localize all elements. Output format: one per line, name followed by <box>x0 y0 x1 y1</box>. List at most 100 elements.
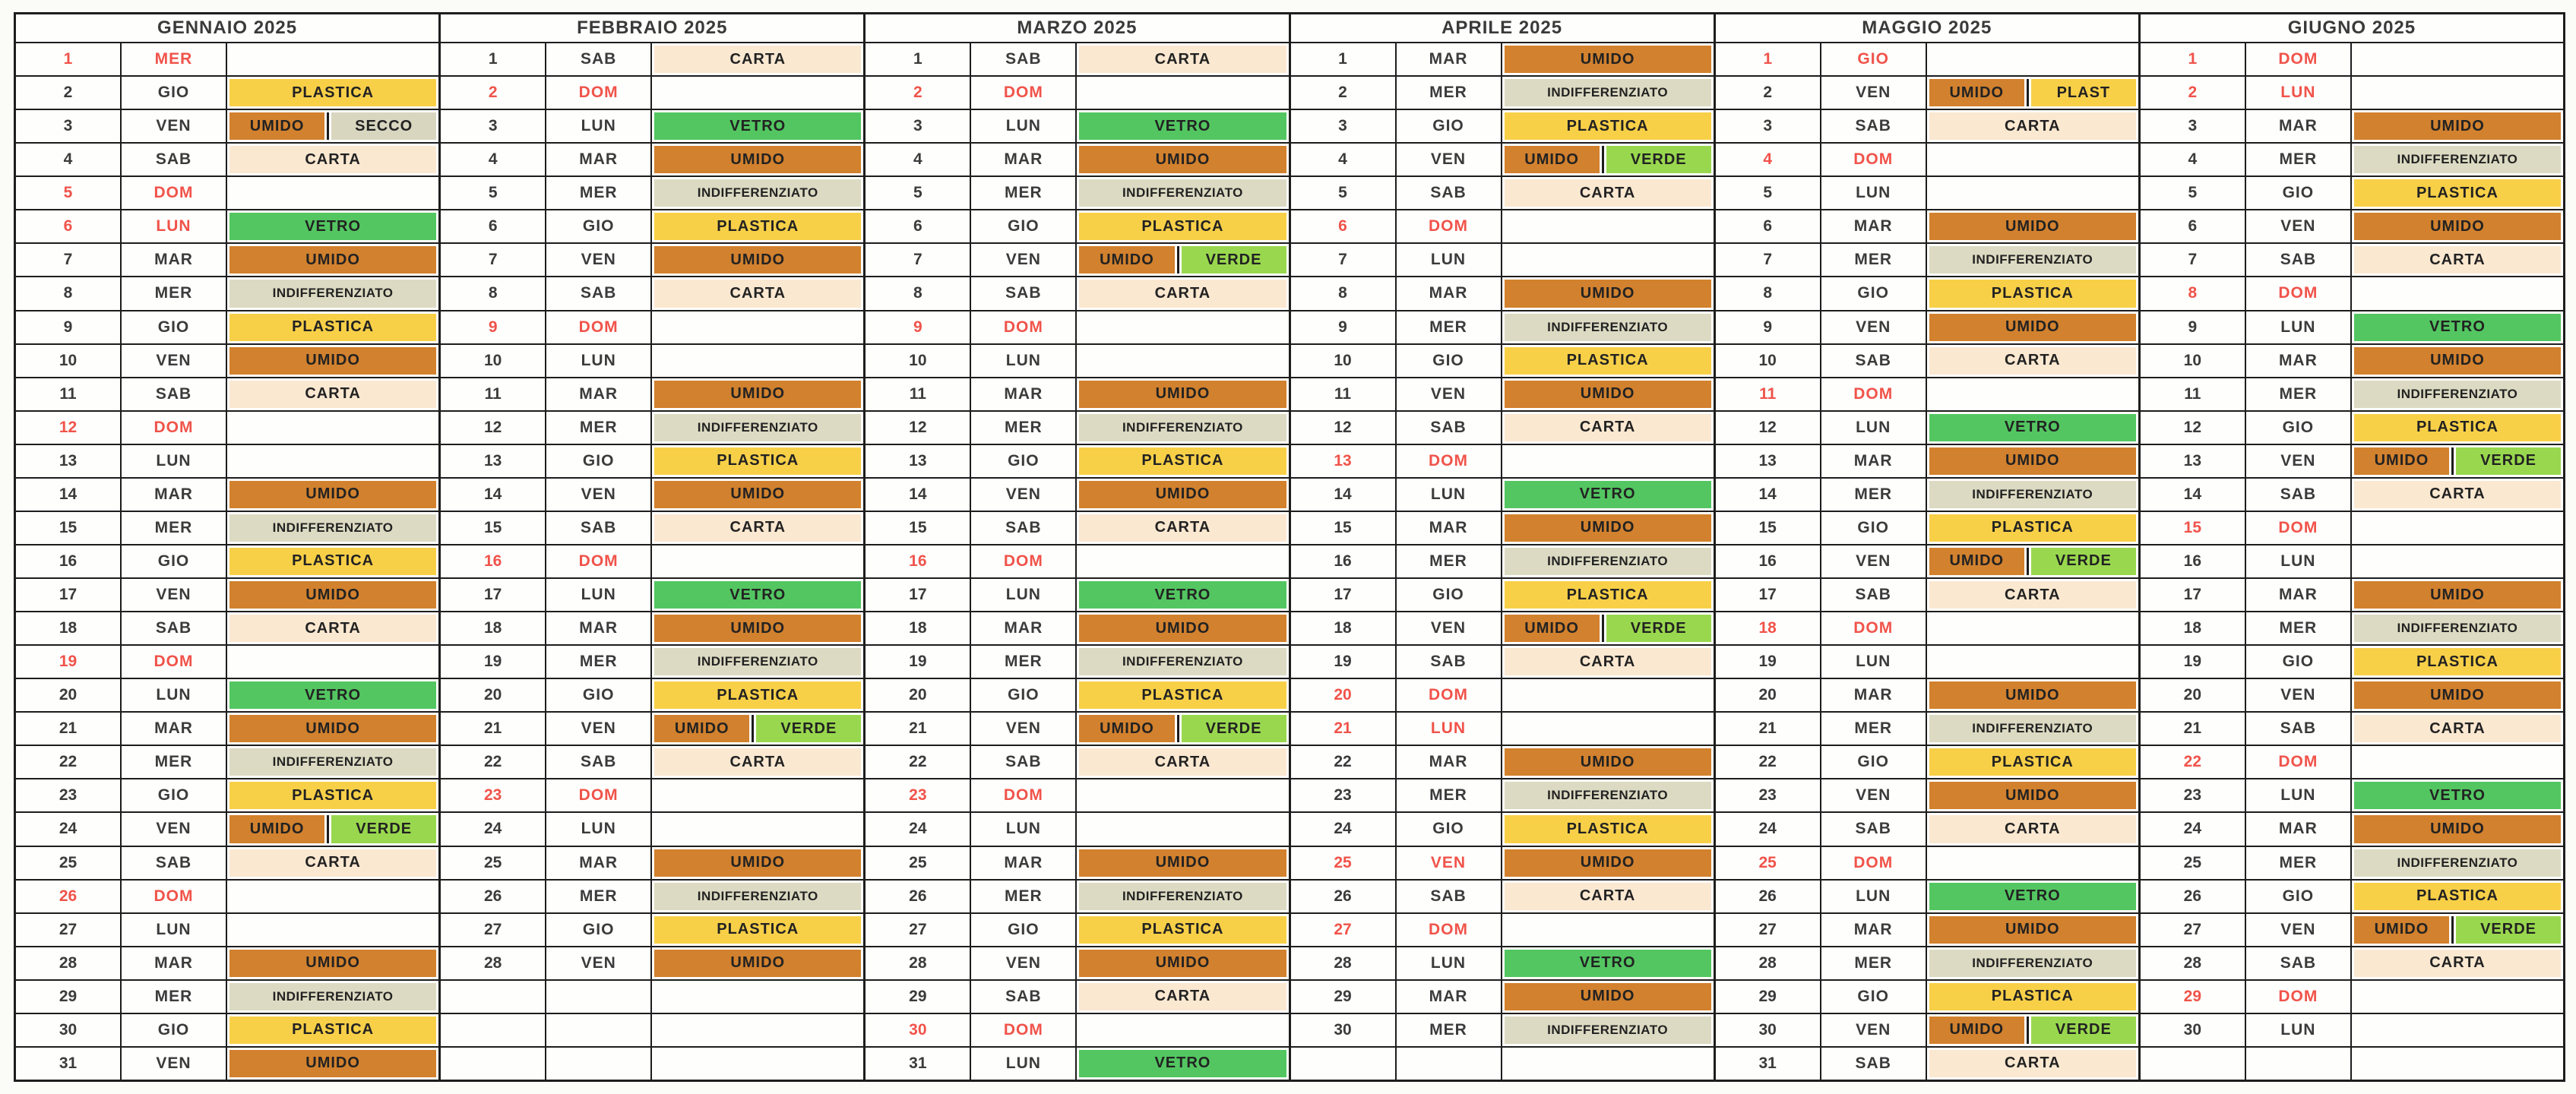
day-number: 5 <box>1716 177 1821 210</box>
day-of-week: SAB <box>1821 1047 1927 1080</box>
waste-cell <box>227 914 438 946</box>
day-number: 20 <box>441 679 547 712</box>
day-of-week: VEN <box>2246 679 2352 712</box>
day-row-giugno-9: 9 LUN VETRO <box>2140 309 2564 343</box>
day-row-marzo-19: 19 MER INDIFFERENZIATO <box>866 644 1289 678</box>
waste-badge-carta: CARTA <box>1929 815 2136 843</box>
waste-cell <box>227 445 438 477</box>
waste-cell <box>1077 1014 1288 1046</box>
day-row-febbraio-empty <box>441 1045 864 1080</box>
day-number: 5 <box>1291 177 1397 210</box>
waste-badge-verde: VERDE <box>2030 1016 2136 1044</box>
day-row-giugno-14: 14 SAB CARTA <box>2140 476 2564 511</box>
waste-cell: UMIDO <box>227 345 438 377</box>
day-of-week: DOM <box>971 77 1078 109</box>
waste-cell <box>1077 779 1288 811</box>
waste-cell <box>652 1014 863 1046</box>
day-of-week: MAR <box>546 144 653 176</box>
day-row-maggio-21: 21 MER INDIFFERENZIATO <box>1715 711 2138 745</box>
day-number: 1 <box>16 43 122 76</box>
waste-badge-indifferenziato: INDIFFERENZIATO <box>229 748 437 776</box>
waste-badge-umido: UMIDO <box>1504 514 1711 542</box>
waste-cell: INDIFFERENZIATO <box>1077 177 1288 209</box>
day-of-week: LUN <box>546 110 653 143</box>
waste-cell <box>1927 646 2138 678</box>
day-number: 21 <box>1716 713 1821 745</box>
waste-cell: INDIFFERENZIATO <box>227 981 438 1013</box>
day-row-febbraio-2: 2 DOM <box>441 75 864 109</box>
waste-badge-umido: UMIDO <box>1504 46 1711 74</box>
waste-badge-umido: UMIDO <box>229 346 437 375</box>
day-row-marzo-20: 20 GIO PLASTICA <box>866 678 1289 712</box>
day-of-week: SAB <box>546 277 653 310</box>
day-of-week: MER <box>2246 846 2352 879</box>
waste-cell: PLASTICA <box>1927 981 2138 1013</box>
waste-badge-plastica: PLASTICA <box>229 313 437 341</box>
day-row-gennaio-29: 29 MER INDIFFERENZIATO <box>16 979 439 1013</box>
day-row-giugno-10: 10 MAR UMIDO <box>2140 343 2564 377</box>
waste-badge-plastica: PLASTICA <box>1079 213 1286 241</box>
waste-cell <box>1927 378 2138 410</box>
waste-cell: UMIDO <box>652 144 863 175</box>
day-of-week: VEN <box>122 813 227 846</box>
day-number: 9 <box>16 311 122 343</box>
day-number: 24 <box>441 813 547 846</box>
waste-cell <box>652 813 863 845</box>
day-of-week: LUN <box>971 110 1078 143</box>
day-row-marzo-27: 27 GIO PLASTICA <box>866 912 1289 946</box>
day-row-febbraio-25: 25 MAR UMIDO <box>441 845 864 879</box>
day-number: 4 <box>866 144 972 176</box>
waste-badge-carta: CARTA <box>1079 46 1286 74</box>
day-row-aprile-9: 9 MER INDIFFERENZIATO <box>1290 309 1714 343</box>
waste-badge-plastica: PLASTICA <box>229 79 437 107</box>
day-number: 26 <box>1291 880 1397 912</box>
day-of-week: DOM <box>1821 846 1927 879</box>
waste-cell: CARTA <box>227 612 438 644</box>
day-row-maggio-16: 16 VEN UMIDO VERDE <box>1715 543 2138 577</box>
day-number: 22 <box>1716 746 1821 779</box>
waste-cell: CARTA <box>652 43 863 75</box>
day-of-week: SAB <box>122 846 227 879</box>
day-row-marzo-8: 8 SAB CARTA <box>866 276 1289 310</box>
day-of-week: MAR <box>546 612 653 645</box>
day-row-maggio-23: 23 VEN UMIDO <box>1715 778 2138 812</box>
waste-cell: PLASTICA <box>1927 746 2138 778</box>
day-of-week: SAB <box>1397 646 1502 678</box>
waste-badge-plastica: PLASTICA <box>2353 648 2562 676</box>
day-row-maggio-5: 5 LUN <box>1715 175 2138 210</box>
day-number: 7 <box>16 244 122 277</box>
day-row-giugno-11: 11 MER INDIFFERENZIATO <box>2140 376 2564 410</box>
waste-cell: PLASTICA <box>652 445 863 477</box>
day-of-week: VEN <box>546 244 653 277</box>
day-row-aprile-empty <box>1290 1045 1714 1080</box>
day-of-week: GIO <box>2246 177 2352 210</box>
day-number: 22 <box>2141 746 2246 779</box>
day-number: 11 <box>1716 378 1821 410</box>
waste-cell: UMIDO <box>227 244 438 276</box>
waste-cell: UMIDO <box>652 244 863 276</box>
waste-cell <box>1502 713 1714 745</box>
day-row-maggio-12: 12 LUN VETRO <box>1715 409 2138 444</box>
month-giugno: GIUGNO 2025 1 DOM 2 LUN 3 MAR UMIDO 4 MER INDIFFER… <box>2140 14 2564 1080</box>
waste-cell <box>227 881 438 912</box>
day-row-maggio-29: 29 GIO PLASTICA <box>1715 979 2138 1013</box>
waste-badge-umido: UMIDO <box>1504 280 1711 308</box>
day-row-marzo-28: 28 VEN UMIDO <box>866 945 1289 979</box>
day-number: 30 <box>1716 1013 1821 1046</box>
waste-badge-carta: CARTA <box>654 748 862 776</box>
day-number: 3 <box>441 110 547 143</box>
day-number: 22 <box>16 746 122 779</box>
day-row-aprile-21: 21 LUN <box>1290 711 1714 745</box>
day-of-week: GIO <box>971 913 1078 946</box>
waste-cell: INDIFFERENZIATO <box>1502 779 1714 811</box>
day-row-aprile-20: 20 DOM <box>1290 678 1714 712</box>
waste-cell: PLASTICA <box>227 1014 438 1046</box>
waste-cell <box>652 77 863 109</box>
waste-cell <box>1927 847 2138 879</box>
day-row-aprile-14: 14 LUN VETRO <box>1290 476 1714 511</box>
day-of-week: MAR <box>1397 277 1502 310</box>
waste-badge-vetro: VETRO <box>1929 882 2136 910</box>
waste-badge-umido: UMIDO <box>1079 715 1175 743</box>
day-number: 3 <box>2141 110 2246 143</box>
waste-cell <box>2352 545 2563 577</box>
